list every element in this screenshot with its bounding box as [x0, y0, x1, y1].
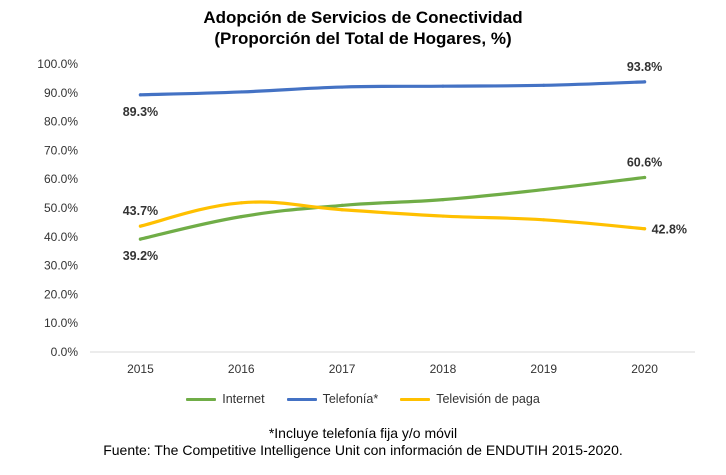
data-point-televisi-n-de-paga [441, 214, 445, 218]
data-point-internet [340, 203, 344, 208]
data-label-internet: 39.2% [123, 249, 158, 263]
chart-legend: Internet Telefonía* Televisión de paga [0, 392, 726, 406]
x-tick-label: 2017 [329, 362, 356, 376]
data-point-televisi-n-de-paga [642, 227, 647, 231]
chart-subtitle: (Proporción del Total de Hogares, %) [214, 29, 512, 48]
x-tick-label: 2016 [228, 362, 255, 376]
data-point-internet [642, 175, 647, 180]
y-tick-label: 80.0% [44, 115, 78, 129]
legend-item-telefonia: Telefonía* [286, 392, 379, 406]
legend-item-internet: Internet [186, 392, 265, 406]
legend-label-television: Televisión de paga [436, 392, 540, 406]
y-tick-label: 50.0% [44, 201, 78, 215]
x-tick-label: 2020 [631, 362, 658, 376]
legend-label-internet: Internet [222, 392, 265, 406]
legend-item-television: Televisión de paga [400, 392, 540, 406]
x-tick-label: 2015 [127, 362, 154, 376]
data-point-internet [542, 187, 546, 192]
data-label-telefon-a: 89.3% [123, 105, 158, 119]
y-tick-label: 40.0% [44, 230, 78, 244]
series-line-televisi-n-de-paga [138, 200, 647, 231]
data-label-televisi-n-de-paga: 42.8% [652, 223, 687, 237]
y-tick-label: 10.0% [44, 316, 78, 330]
legend-label-telefonia: Telefonía* [322, 392, 379, 406]
y-tick-label: 30.0% [44, 259, 78, 273]
y-tick-label: 60.0% [44, 172, 78, 186]
legend-swatch-internet [186, 397, 217, 401]
data-point-telefon-a [340, 85, 344, 89]
data-point-telefon-a [441, 84, 445, 88]
y-tick-label: 0.0% [51, 345, 79, 359]
y-tick-label: 90.0% [44, 86, 78, 100]
chart-title: Adopción de Servicios de Conectividad [203, 8, 523, 27]
data-point-internet [441, 198, 445, 202]
data-label-televisi-n-de-paga: 43.7% [123, 204, 158, 218]
data-point-televisi-n-de-paga [239, 201, 243, 205]
data-label-internet: 60.6% [627, 155, 662, 169]
data-point-internet [138, 237, 143, 241]
data-label-telefon-a: 93.8% [627, 60, 662, 74]
x-tick-label: 2018 [430, 362, 457, 376]
legend-swatch-telefonia [286, 397, 317, 401]
y-tick-label: 100.0% [37, 57, 78, 71]
data-point-televisi-n-de-paga [340, 208, 344, 212]
legend-swatch-television [400, 397, 431, 401]
data-point-telefon-a [642, 80, 647, 84]
y-tick-label: 20.0% [44, 287, 78, 301]
x-tick-label: 2019 [530, 362, 557, 376]
data-point-televisi-n-de-paga [138, 224, 143, 228]
data-point-internet [239, 215, 243, 219]
series-line-internet [138, 175, 647, 241]
series-line-telefon-a [138, 80, 647, 97]
y-tick-label: 70.0% [44, 143, 78, 157]
data-point-telefon-a [239, 90, 243, 94]
footnote: *Incluye telefonía fija y/o móvil [268, 425, 458, 441]
data-point-telefon-a [138, 93, 143, 97]
data-point-telefon-a [542, 83, 546, 87]
data-point-televisi-n-de-paga [542, 218, 546, 222]
source-note: Fuente: The Competitive Intelligence Uni… [103, 442, 623, 458]
